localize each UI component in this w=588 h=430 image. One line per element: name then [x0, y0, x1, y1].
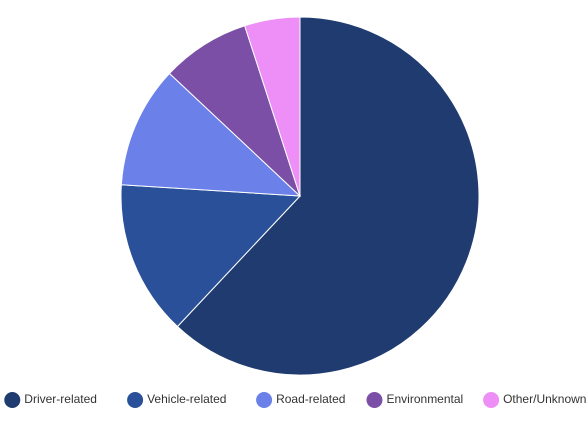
- legend-label[interactable]: Road-related: [276, 392, 345, 406]
- pie-slice: [176, 16, 480, 376]
- legend-label[interactable]: Vehicle-related: [147, 392, 226, 406]
- pie-slice: [120, 184, 302, 328]
- legend-label[interactable]: Other/Unknown: [503, 392, 586, 406]
- legend-label[interactable]: Environmental: [387, 392, 464, 406]
- legend-marker[interactable]: [127, 392, 144, 408]
- pie-slice: [120, 72, 302, 197]
- pie-slice: [168, 25, 301, 197]
- legend-marker[interactable]: [4, 392, 21, 408]
- legend-label[interactable]: Driver-related: [24, 392, 97, 406]
- pie-slice: [244, 16, 301, 197]
- legend-marker[interactable]: [256, 392, 273, 408]
- legend-marker[interactable]: [483, 392, 500, 408]
- legend-marker[interactable]: [366, 392, 383, 408]
